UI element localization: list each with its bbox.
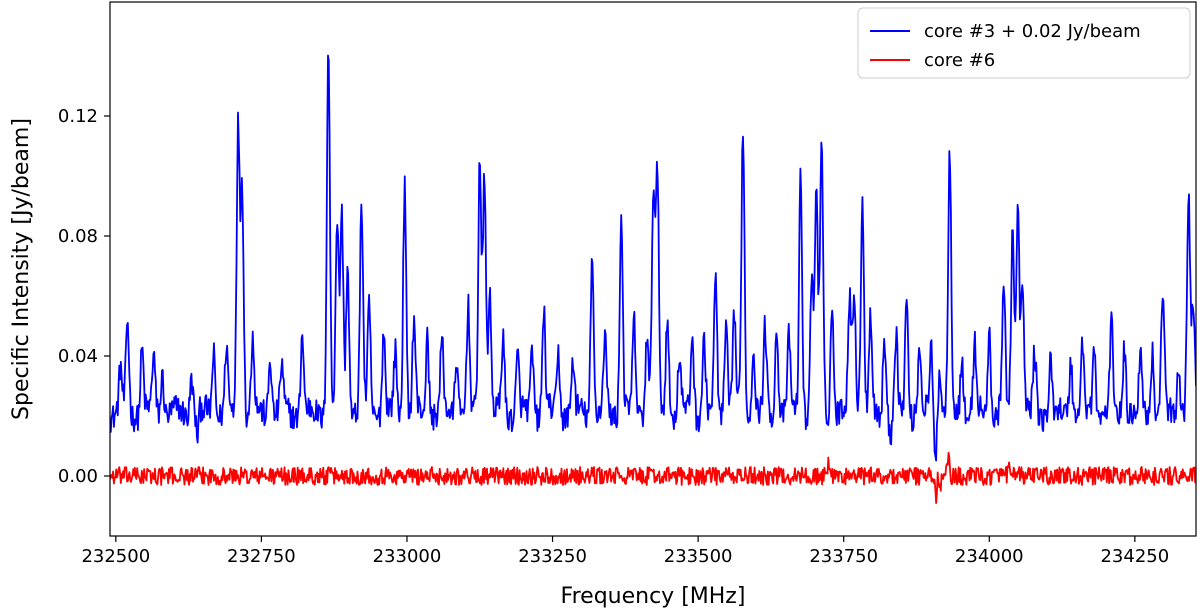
- y-axis: 0.00 0.04 0.08 0.12: [58, 106, 110, 487]
- plot-frame: [109, 1, 1197, 537]
- x-tick-label: 233750: [809, 546, 878, 567]
- y-tick-label: 0.12: [58, 106, 98, 127]
- legend-label-core-6: core #6: [924, 50, 995, 71]
- x-tick-label: 234250: [1100, 546, 1169, 567]
- legend: core #3 + 0.02 Jy/beam core #6: [857, 7, 1191, 79]
- x-axis: 232500 232750 233000 233250 233500 233750 2340…: [81, 536, 1169, 567]
- x-tick-label: 233250: [518, 546, 587, 567]
- series-line-core-3: [110, 54, 1196, 462]
- x-axis-label: Frequency [MHz]: [561, 584, 746, 609]
- y-axis-label: Specific Intensity [Jy/beam]: [9, 118, 34, 420]
- y-tick-label: 0.04: [58, 346, 98, 367]
- x-tick-label: 233000: [373, 546, 442, 567]
- y-tick-label: 0.08: [58, 226, 98, 247]
- x-tick-label: 232500: [81, 546, 150, 567]
- y-tick-label: 0.00: [58, 466, 98, 487]
- legend-label-core-3: core #3 + 0.02 Jy/beam: [924, 21, 1141, 42]
- series-line-core-6: [110, 451, 1196, 504]
- x-tick-label: 232750: [227, 546, 296, 567]
- legend-box: [857, 7, 1191, 79]
- x-tick-label: 233500: [664, 546, 733, 567]
- x-tick-label: 234000: [955, 546, 1024, 567]
- data-layer: [110, 54, 1196, 504]
